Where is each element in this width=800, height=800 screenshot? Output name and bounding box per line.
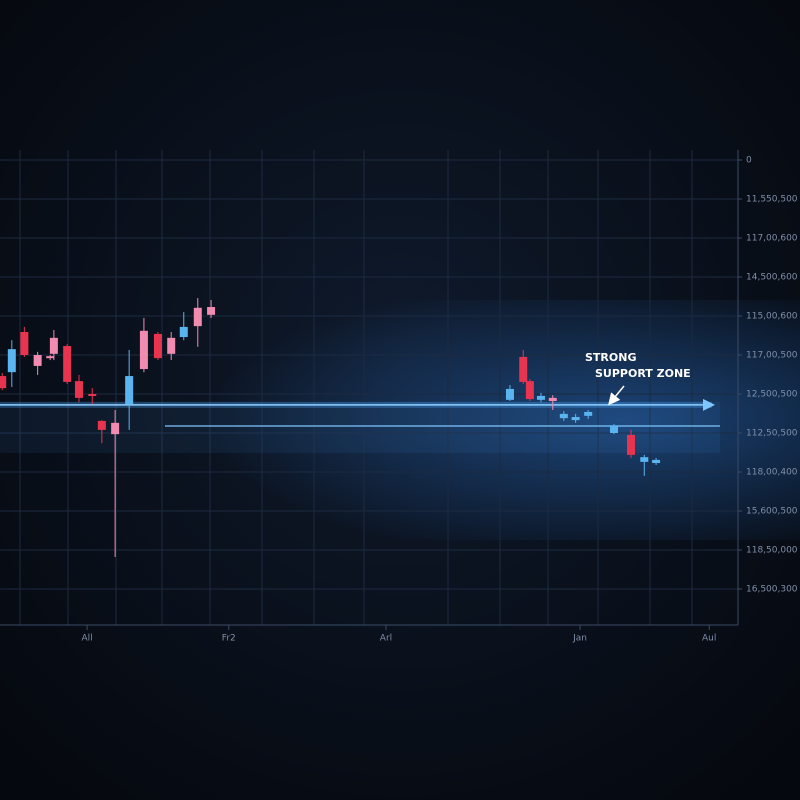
candle-body <box>7 349 16 373</box>
y-tick-label: 12,500,500 <box>746 390 798 400</box>
candle-body <box>571 417 580 421</box>
annotation-arrow <box>608 385 625 406</box>
candle-body <box>640 457 649 462</box>
candle-body <box>505 388 514 400</box>
candle-body <box>111 422 120 435</box>
y-tick-label: 0 <box>746 156 752 166</box>
candle-body <box>519 356 528 382</box>
candle-body <box>626 434 635 455</box>
y-tick-label: 15,600,500 <box>746 507 798 517</box>
candle-body <box>525 381 534 400</box>
x-tick-label: Arl <box>380 634 392 644</box>
candle-body <box>20 331 29 355</box>
y-tick-label: 11,550,500 <box>746 195 798 205</box>
zone-glow <box>0 401 720 453</box>
candle-body <box>0 376 7 389</box>
candle-body <box>49 337 58 354</box>
candle-body <box>652 459 661 464</box>
y-tick-label: 117,00,500 <box>746 351 798 361</box>
candle-body <box>536 395 545 400</box>
candle-body <box>610 425 619 433</box>
candle-body <box>97 420 106 430</box>
candle-body <box>179 326 188 338</box>
candle-body <box>125 376 134 405</box>
candle-body <box>46 356 55 359</box>
y-tick-label: 115,00,600 <box>746 312 798 322</box>
x-tick-label: All <box>81 634 92 644</box>
candle-body <box>139 330 148 370</box>
glow <box>100 300 800 540</box>
y-tick-label: 16,500,300 <box>746 585 798 595</box>
annotation: SUPPORT ZONE <box>595 367 691 380</box>
candle-body <box>88 394 97 396</box>
candle-body <box>193 307 202 327</box>
plot: 0 11,550,500 117,00,600 14,500,600 115,00,60… <box>0 150 798 644</box>
y-tick-label: 118,50,000 <box>746 546 798 556</box>
candle-body <box>548 397 557 402</box>
candle-body <box>167 337 176 354</box>
y-tick-label: 112,50,500 <box>746 429 798 439</box>
candle-body <box>33 355 42 366</box>
y-tick-label: 118,00,400 <box>746 468 798 478</box>
candle-body <box>559 413 568 419</box>
x-tick-label: Jan <box>572 634 587 644</box>
candle-body <box>63 346 72 382</box>
y-tick-label: 14,500,600 <box>746 273 798 283</box>
candle-body <box>584 411 593 416</box>
y-tick-label: 117,00,600 <box>746 234 798 244</box>
x-tick-label: Aul <box>702 634 716 644</box>
candle-body <box>207 307 216 315</box>
candle-body <box>74 381 83 398</box>
annotation: STRONG <box>585 351 636 364</box>
x-tick-label: Fr2 <box>222 634 236 644</box>
candle-body <box>153 333 162 359</box>
